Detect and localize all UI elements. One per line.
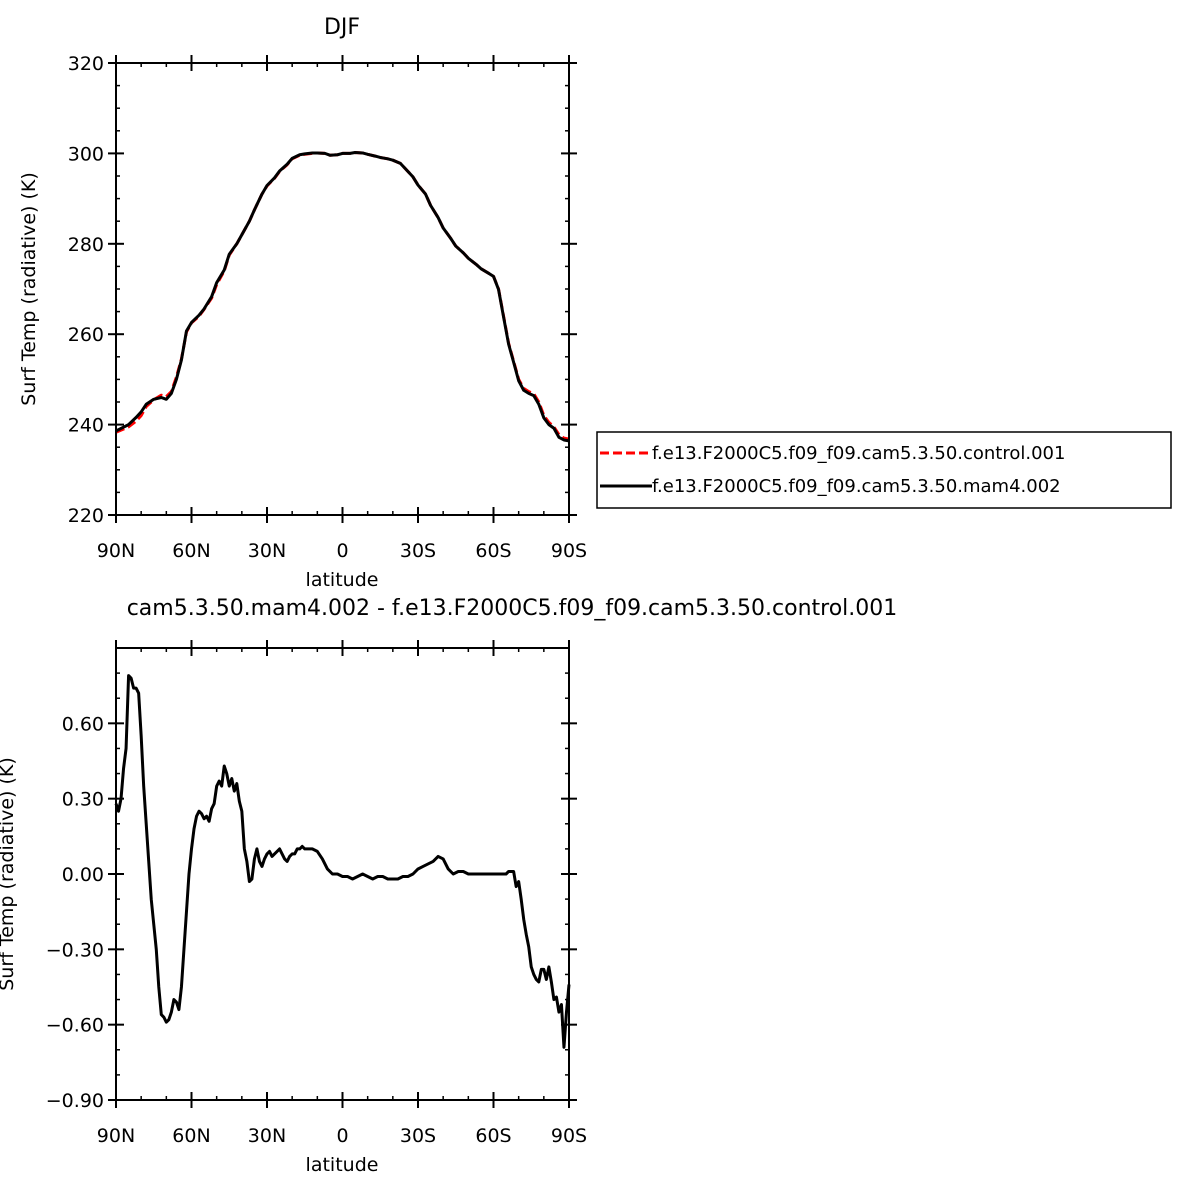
top-xtick-label-6: 90S xyxy=(551,540,587,562)
top-xtick-label-2: 30N xyxy=(248,540,286,562)
top-series-group xyxy=(115,151,570,443)
top-ytick-label-3: 280 xyxy=(68,234,104,256)
top-ytick-label-5: 320 xyxy=(68,53,104,75)
legend-box xyxy=(596,431,1172,509)
bottom-xtick-label-4: 30S xyxy=(400,1125,436,1147)
top-x-axis-label: latitude xyxy=(306,569,379,591)
top-ytick-label-2: 260 xyxy=(68,324,104,346)
bottom-y-tick-labels: −0.90 −0.60 −0.30 0.00 0.30 0.60 xyxy=(46,713,104,1112)
top-ytick-label-4: 300 xyxy=(68,143,104,165)
bottom-y-axis-label: Surf Temp (radiative) (K) xyxy=(0,757,18,991)
bottom-series-group xyxy=(114,674,571,1049)
bottom-chart-title: cam5.3.50.mam4.002 - f.e13.F2000C5.f09_f… xyxy=(127,596,898,621)
top-xtick-label-1: 60N xyxy=(172,540,210,562)
bottom-x-tick-labels: 90N 60N 30N 0 30S 60S 90S xyxy=(97,1125,587,1147)
bottom-xtick-label-3: 0 xyxy=(336,1125,348,1147)
bottom-series-line-0 xyxy=(114,674,571,1049)
top-xtick-label-4: 30S xyxy=(400,540,436,562)
top-xtick-label-3: 0 xyxy=(336,540,348,562)
top-plot-frame xyxy=(115,62,570,516)
legend-label-control: f.e13.F2000C5.f09_f09.cam5.3.50.control.… xyxy=(652,443,1065,464)
bottom-xtick-label-5: 60S xyxy=(475,1125,511,1147)
bottom-ytick-label-2: −0.30 xyxy=(46,939,104,961)
bottom-ytick-label-5: 0.60 xyxy=(62,713,104,735)
legend-label-mam4: f.e13.F2000C5.f09_f09.cam5.3.50.mam4.002 xyxy=(652,476,1061,497)
top-chart-title: DJF xyxy=(324,15,360,40)
top-x-tick-labels: 90N 60N 30N 0 30S 60S 90S xyxy=(97,540,587,562)
bottom-x-axis-label: latitude xyxy=(306,1154,379,1176)
top-axes-ticks xyxy=(108,55,577,523)
bottom-ytick-label-4: 0.30 xyxy=(62,789,104,811)
top-y-axis-label: Surf Temp (radiative) (K) xyxy=(18,172,40,406)
bottom-xtick-label-2: 30N xyxy=(248,1125,286,1147)
top-xtick-label-0: 90N xyxy=(97,540,135,562)
legend: f.e13.F2000C5.f09_f09.cam5.3.50.control.… xyxy=(596,431,1172,509)
top-y-tick-labels: 220 240 260 280 300 320 xyxy=(68,53,104,527)
bottom-ytick-label-0: −0.90 xyxy=(46,1090,104,1112)
bottom-xtick-label-0: 90N xyxy=(97,1125,135,1147)
bottom-xtick-label-6: 90S xyxy=(551,1125,587,1147)
top-ytick-label-1: 240 xyxy=(68,415,104,437)
bottom-xtick-label-1: 60N xyxy=(172,1125,210,1147)
bottom-ytick-label-3: 0.00 xyxy=(62,864,104,886)
bottom-plot-frame xyxy=(115,647,570,1101)
top-xtick-label-5: 60S xyxy=(475,540,511,562)
top-series-line-1 xyxy=(115,151,570,443)
top-ytick-label-0: 220 xyxy=(68,505,104,527)
bottom-panel: cam5.3.50.mam4.002 - f.e13.F2000C5.f09_f… xyxy=(0,596,897,1176)
bottom-ytick-label-1: −0.60 xyxy=(46,1015,104,1037)
